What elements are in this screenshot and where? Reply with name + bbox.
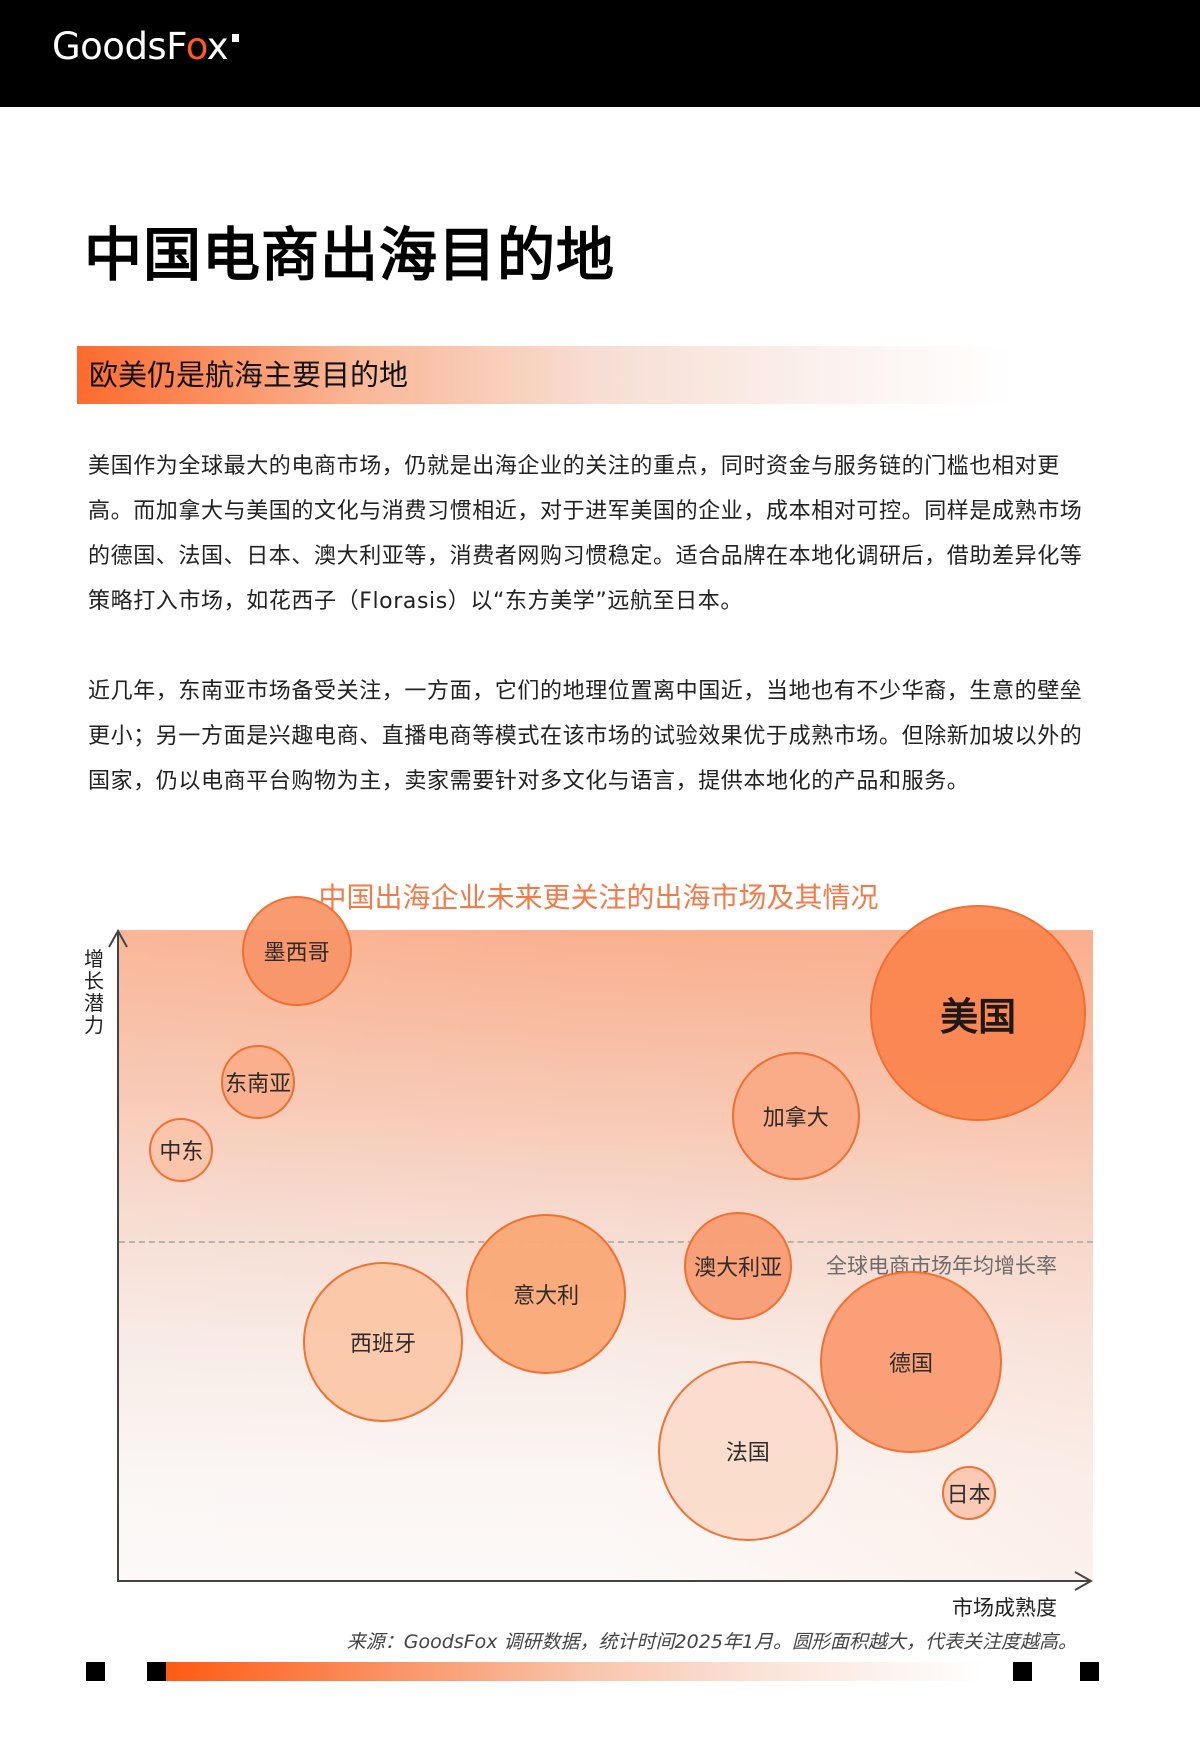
goodsfox-logo[interactable]: GoodsFox <box>52 24 240 70</box>
paragraph-2: 近几年，东南亚市场备受关注，一方面，它们的地理位置离中国近，当地也有不少华裔，生… <box>88 679 1083 794</box>
bubble-4: 东南亚 <box>221 1044 296 1119</box>
bubble-label: 日本 <box>946 1482 991 1508</box>
bubble-8: 西班牙 <box>303 1261 463 1422</box>
footer-square <box>1013 1662 1032 1681</box>
paragraph-1: 美国作为全球最大的电商市场，仍就是出海企业的关注的重点，同时资金与服务链的门槛也… <box>88 454 1083 614</box>
bubble-label: 意大利 <box>513 1283 580 1309</box>
section-heading-bar: 欧美仍是航海主要目的地 <box>77 346 1012 404</box>
header-bar: GoodsFox <box>0 0 1200 107</box>
bubble-2: 加拿大 <box>731 1051 860 1180</box>
bubble-11: 日本 <box>941 1465 996 1520</box>
bubble-label: 加拿大 <box>762 1105 829 1131</box>
bubble-label: 澳大利亚 <box>694 1256 783 1282</box>
bubble-3: 墨西哥 <box>241 896 352 1007</box>
bubble-5: 中东 <box>149 1118 214 1182</box>
bubble-7: 意大利 <box>466 1213 627 1374</box>
bubble-10: 法国 <box>657 1361 838 1542</box>
bubble-6: 澳大利亚 <box>684 1212 793 1321</box>
footer-square <box>1080 1662 1099 1681</box>
chart-title: 中国出海企业未来更关注的出海市场及其情况 <box>318 881 879 914</box>
reference-line-label: 全球电商市场年均增长率 <box>826 1254 1057 1278</box>
source-note: 来源：GoodsFox 调研数据，统计时间2025年1月。圆形面积越大，代表关注… <box>346 1631 1077 1653</box>
logo-wordmark: GoodsFox <box>52 25 229 68</box>
y-axis <box>117 931 119 1582</box>
page-title: 中国电商出海目的地 <box>84 221 616 289</box>
bubble-9: 德国 <box>820 1271 1002 1454</box>
fox-tail-icon: o <box>185 25 208 68</box>
bubble-label: 东南亚 <box>225 1071 292 1097</box>
x-axis-label: 市场成熟度 <box>952 1596 1057 1620</box>
y-axis-label: 增长潜力 <box>84 947 104 1037</box>
footer-square <box>147 1662 166 1681</box>
footer-square <box>86 1662 105 1681</box>
bubble-1: 美国 <box>870 905 1087 1121</box>
bubble-label: 墨西哥 <box>263 941 330 967</box>
bubble-label: 美国 <box>940 994 1017 1039</box>
section-heading: 欧美仍是航海主要目的地 <box>89 358 409 392</box>
bubble-label: 德国 <box>888 1352 933 1378</box>
arrow-right-icon <box>1074 1571 1093 1591</box>
logo-square-mark <box>232 34 240 42</box>
arrow-up-icon <box>108 929 128 948</box>
x-axis <box>117 1580 1089 1582</box>
bubble-label: 西班牙 <box>349 1331 416 1357</box>
bubble-label: 法国 <box>725 1441 770 1467</box>
footer-gradient-bar <box>166 1662 986 1681</box>
bubble-label: 中东 <box>159 1140 204 1165</box>
